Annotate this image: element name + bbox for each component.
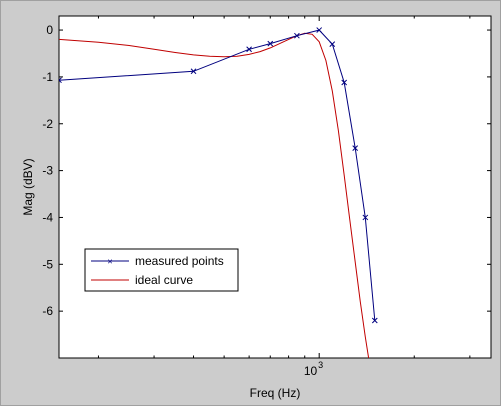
x-tick-label: 10 — [304, 364, 318, 378]
legend: × measured points ideal curve — [85, 249, 238, 291]
legend-label-ideal: ideal curve — [135, 273, 193, 287]
legend-marker-measured: × — [107, 257, 112, 267]
y-tick-label: -5 — [42, 257, 53, 271]
y-tick-label: -4 — [42, 210, 53, 224]
y-tick-label: -2 — [42, 117, 53, 131]
plot-area — [59, 16, 491, 358]
y-axis-label: Mag (dBV) — [21, 158, 35, 215]
y-tick-label: -6 — [42, 304, 53, 318]
x-axis-label: Freq (Hz) — [250, 386, 301, 400]
x-tick-label-exponent: 3 — [318, 360, 323, 370]
y-tick-label: 0 — [46, 23, 53, 37]
y-tick-label: -1 — [42, 70, 53, 84]
y-tick-label: -3 — [42, 164, 53, 178]
legend-label-measured: measured points — [135, 254, 224, 268]
